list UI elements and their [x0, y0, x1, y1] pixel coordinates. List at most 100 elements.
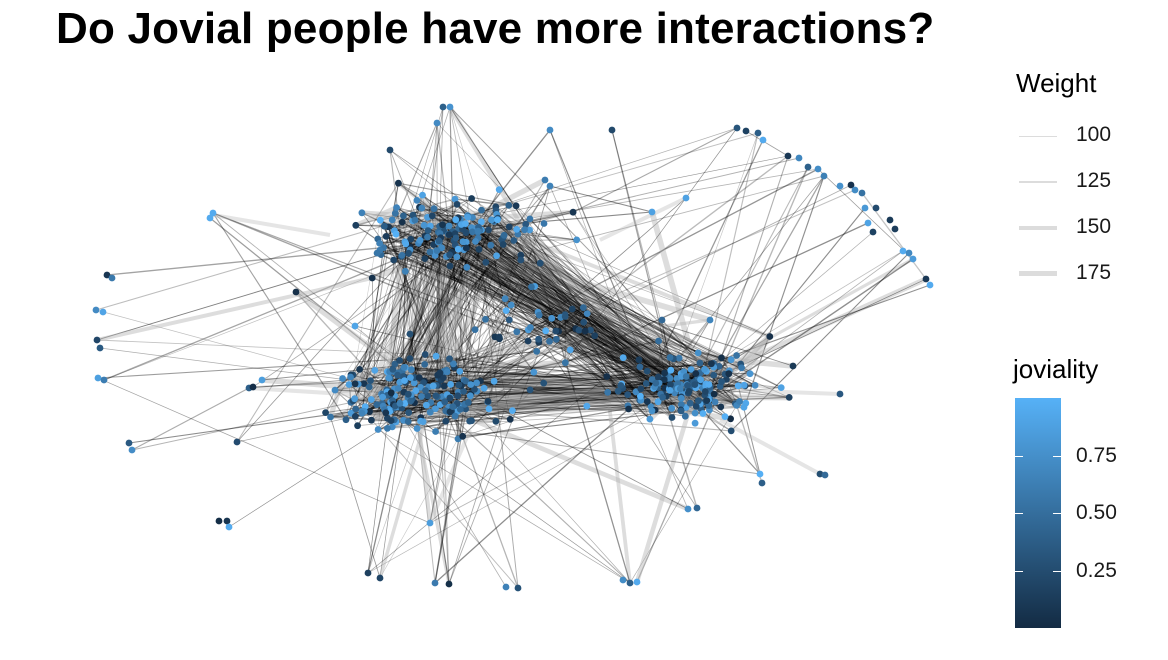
edge	[95, 203, 458, 311]
node	[393, 204, 400, 212]
node	[721, 413, 729, 420]
edge	[459, 223, 463, 437]
edge	[411, 208, 435, 399]
edge	[453, 259, 522, 364]
edge	[460, 218, 751, 375]
edge	[402, 243, 407, 377]
edge	[549, 185, 653, 213]
edge	[702, 155, 789, 414]
node	[583, 402, 591, 410]
edge	[429, 249, 480, 524]
network-graph	[92, 103, 934, 592]
edge	[434, 404, 466, 584]
edge	[457, 235, 505, 396]
node	[422, 387, 429, 394]
node	[364, 569, 372, 577]
node	[412, 387, 420, 395]
edge	[454, 415, 519, 589]
chart-title: Do Jovial people have more interactions?	[56, 4, 935, 53]
colorbar-tick	[1015, 456, 1023, 457]
edge	[438, 157, 800, 243]
edge	[496, 255, 694, 383]
node	[552, 335, 560, 343]
node	[379, 393, 387, 401]
edge	[438, 219, 492, 379]
edge	[558, 331, 622, 386]
edge	[414, 244, 504, 378]
edge	[252, 231, 479, 388]
node	[439, 103, 447, 111]
node	[464, 399, 472, 406]
edge	[96, 339, 426, 355]
edge	[470, 255, 522, 394]
node	[442, 417, 450, 425]
node	[740, 403, 748, 411]
edge	[96, 276, 373, 342]
node	[580, 318, 588, 326]
node	[404, 418, 412, 425]
node	[667, 381, 674, 389]
node	[453, 201, 461, 208]
node	[485, 226, 492, 234]
edge	[485, 318, 609, 393]
node	[419, 418, 427, 426]
edge	[490, 244, 591, 331]
node	[331, 386, 339, 394]
edge	[724, 334, 772, 381]
node	[494, 216, 501, 224]
edge	[456, 203, 619, 392]
node	[401, 377, 408, 384]
node	[886, 216, 894, 224]
node	[485, 405, 493, 413]
edge	[478, 249, 679, 390]
node	[356, 366, 363, 373]
colorbar-tick-label: 0.25	[1076, 559, 1117, 582]
node	[419, 191, 426, 199]
node	[410, 379, 418, 387]
node	[394, 385, 402, 392]
edge	[361, 212, 450, 227]
edge	[524, 229, 697, 381]
edge	[661, 319, 672, 371]
node	[432, 352, 440, 360]
edge	[470, 230, 668, 399]
edge	[516, 229, 682, 398]
edge	[97, 377, 431, 524]
node	[501, 295, 509, 303]
node	[505, 316, 513, 324]
edge	[471, 385, 721, 422]
node	[738, 364, 745, 372]
edge	[236, 253, 409, 443]
edge	[405, 366, 688, 387]
node	[418, 204, 426, 212]
edge	[424, 241, 477, 355]
edge	[424, 258, 434, 386]
node	[569, 208, 577, 216]
edge	[361, 240, 515, 412]
node	[368, 274, 376, 282]
edge	[466, 247, 737, 406]
edge	[502, 244, 688, 392]
edge	[386, 371, 534, 391]
node	[391, 360, 399, 368]
edge	[470, 335, 595, 397]
edge	[434, 408, 630, 584]
node	[405, 249, 412, 257]
node	[708, 360, 715, 368]
node	[517, 256, 525, 264]
node	[668, 414, 676, 421]
node	[766, 333, 774, 340]
node	[706, 316, 714, 324]
edge	[435, 431, 463, 437]
edge	[817, 168, 914, 260]
node	[715, 362, 723, 370]
edge	[745, 130, 789, 157]
edge	[387, 406, 745, 429]
colorbar-tick	[1015, 571, 1023, 572]
edge	[520, 259, 653, 412]
node	[535, 335, 542, 343]
node	[342, 416, 350, 424]
edge	[653, 175, 825, 389]
node	[322, 409, 329, 416]
node	[624, 391, 632, 398]
